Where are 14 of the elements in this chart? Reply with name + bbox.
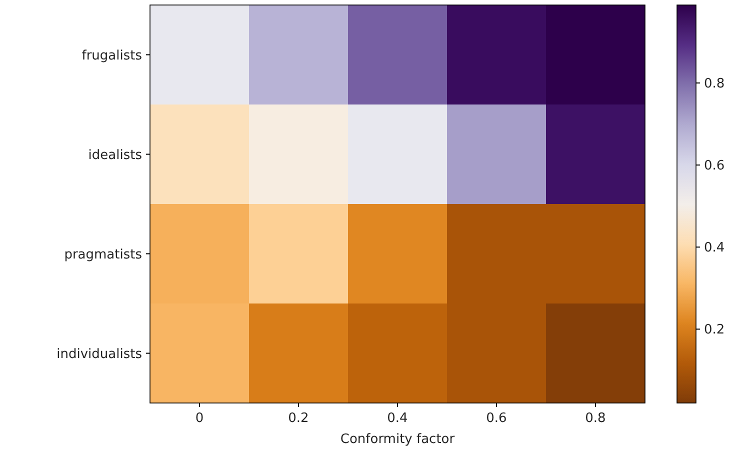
x-tick-label: 0.6 xyxy=(486,411,507,426)
color-bar-label: 0.4 xyxy=(704,240,725,256)
color-bar-label: 0.6 xyxy=(704,158,725,174)
y-tick-label: individualists xyxy=(56,346,142,362)
y-tick-label: pragmatists xyxy=(64,247,142,262)
x-tick-label: 0.2 xyxy=(288,411,309,426)
color-bar-label: 0.8 xyxy=(704,76,725,92)
x-axis-title: Conformity factor xyxy=(340,432,456,447)
x-tick-label: 0.8 xyxy=(585,411,606,426)
x-tick-label: 0 xyxy=(195,411,204,426)
x-tick-label: 0.4 xyxy=(387,411,408,426)
color-bar-label: 0.2 xyxy=(704,322,725,338)
y-tick-label: idealists xyxy=(88,148,142,163)
y-tick-label: frugalists xyxy=(82,48,142,64)
